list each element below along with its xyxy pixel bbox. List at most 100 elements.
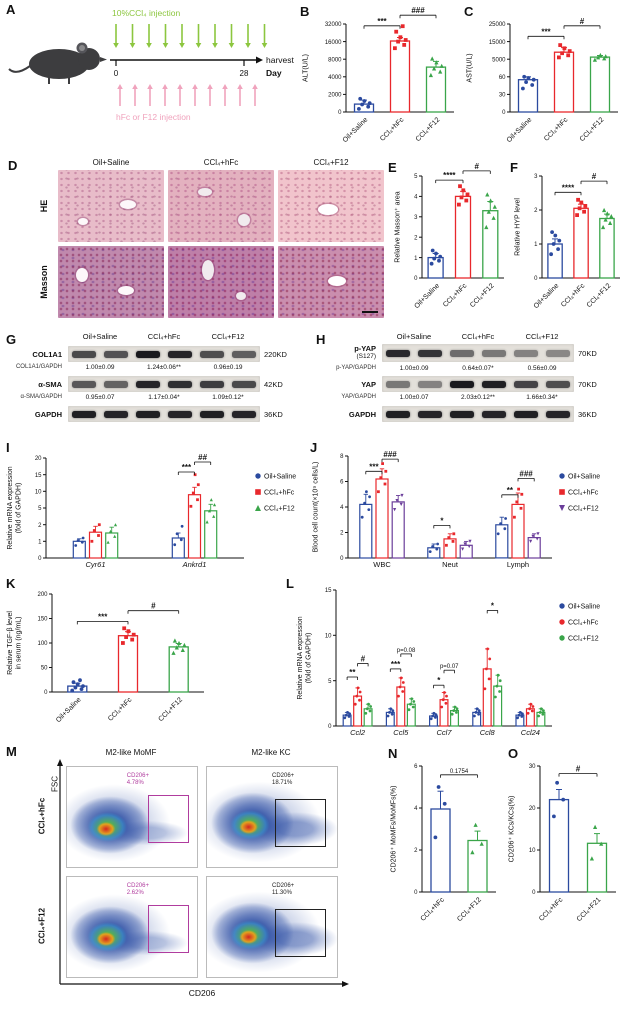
data-point [477,712,480,716]
data-point [442,801,447,806]
flow-gate-label: CD206+ 2.62% [127,883,149,897]
data-point [343,716,347,720]
significance: # [127,602,180,614]
panel-H-western-blot: Oil+Saline CCl₄+hFc CCl₄+F12 p-YAP (S127) 70K… [314,332,626,438]
blot-protein-label: COL1A1 [32,350,62,359]
data-point [562,46,567,51]
blot-band [136,410,160,418]
data-point [541,712,545,716]
data-point [92,529,96,532]
panel-D-histology: Oil+Saline CCl₄+hFc CCl₄+F12 HE Masson [8,156,384,330]
data-point [603,54,608,59]
significance: *** [365,462,383,475]
bar [359,503,373,559]
data-point [399,676,403,680]
gate-percentage: 18.71% [272,780,293,786]
y-tick-label: 0 [502,110,506,116]
data-point [592,57,597,62]
data-point [411,705,415,709]
significance-label: **** [443,171,456,180]
data-point [559,489,565,495]
y-axis-label: CD206⁺ KCs/KCs(%) [509,796,516,863]
tissue-vessel [328,276,346,286]
panel-N-chart: 0 2 4 6 CD206⁺ MoMFs/MoMFs(%) CCl₄+hFc CCl₄+F1… [386,748,504,940]
data-point [429,261,434,266]
panel-A-schematic: 10%CCl₄ injection harvest 0 28 Day hFc or F12… [4,2,300,154]
bar-group [427,542,441,559]
legend-I: Oil+Saline CCl₄+hFc CCl₄+F12 [252,468,324,527]
bar-group [599,207,615,279]
panel-C-chart: 0 30 60 5000 15000 25000 AST(U/L) Oil+Saline CCl… [462,4,626,158]
bar-group [553,43,575,113]
flow-density-cloud [67,767,197,867]
category-label: Ccl5 [393,728,409,737]
axes: 0 5 10 15 Relative mRNA expression (fold of G… [297,588,552,730]
bar-group [525,702,535,727]
x-tick-label: Oil+Saline [506,116,534,144]
y-tick-label: 10 [325,634,332,640]
data-point [355,694,359,698]
data-point [393,46,397,51]
data-point [172,638,177,643]
legend-item-label: Oil+Saline [264,474,296,481]
data-point [122,626,127,631]
data-point [550,230,554,234]
blot-band [514,380,538,388]
data-point [521,86,525,91]
significance-label: *** [541,27,551,36]
y-tick-label: 5 [328,679,332,685]
panel-B-chart: 0 2000 4000 8000 16000 32000 ALT(U/L) Oil+Salin… [298,4,462,158]
x-tick-label: CCl₄+F12 [157,696,184,723]
data-point [608,220,613,225]
x-tick-label: CCl₄+F21 [576,896,603,923]
panel-M-flow-cytometry: M2-like MoMF M2-like KC CCl₄+hFc CCl₄+F12 FS… [8,744,380,1012]
blot-protein-label: α-SMA [38,380,62,389]
y-tick-label: 0 [338,110,342,116]
panel-label-B: B [300,4,310,19]
bar-group [187,473,202,559]
chart-F: 0 1 2 3 Relative HYP level Oil+Saline CCl₄+hFc… [515,172,620,310]
data-point [519,506,523,510]
significance: *** [389,660,402,672]
significance: * [486,601,499,614]
data-point [78,678,82,683]
significance: **** [435,171,464,184]
data-point [179,538,183,542]
data-point [393,508,397,512]
panel-label-I: I [6,440,10,455]
bottom-injection-label: hFc or F12 injection [116,112,191,122]
data-point [113,523,118,527]
bar-group [586,824,608,893]
data-point [386,714,390,718]
blot-col-header: Oil+Saline [396,332,432,341]
panel-label-N: N [388,746,398,761]
data-point [205,520,209,524]
data-point [452,709,456,712]
y-tick-label: 1 [534,242,538,248]
significance-label: 0.1754 [450,769,469,775]
data-point [399,502,403,506]
significance: # [357,654,369,667]
y-axis-label: Relative mRNA expression [297,616,304,699]
chart-K: 0 50 100 150 200 Relative TGF-β level in serum… [7,592,204,724]
data-point [377,490,380,494]
y-tick-label: 4 [414,195,418,201]
histology-image [168,246,274,318]
y-tick-label: 2 [414,848,418,854]
significance-label: **** [562,183,575,192]
blot-kd-label: 70KD [578,349,597,358]
data-point [97,534,100,537]
flow-gate-label: CD206+ 4.78% [127,773,149,787]
harvest-label: harvest [266,55,295,65]
significance-label: ### [411,6,425,15]
tissue-vessel [202,260,214,280]
data-point [121,641,125,645]
data-point [517,487,520,491]
data-point [396,39,400,44]
data-point [609,214,614,219]
blot-band [546,410,570,418]
bar [511,503,525,559]
y-axis-label: Relative TGF-β level [7,611,14,675]
panel-label-O: O [508,746,519,761]
y-tick-label: 8000 [328,57,342,63]
